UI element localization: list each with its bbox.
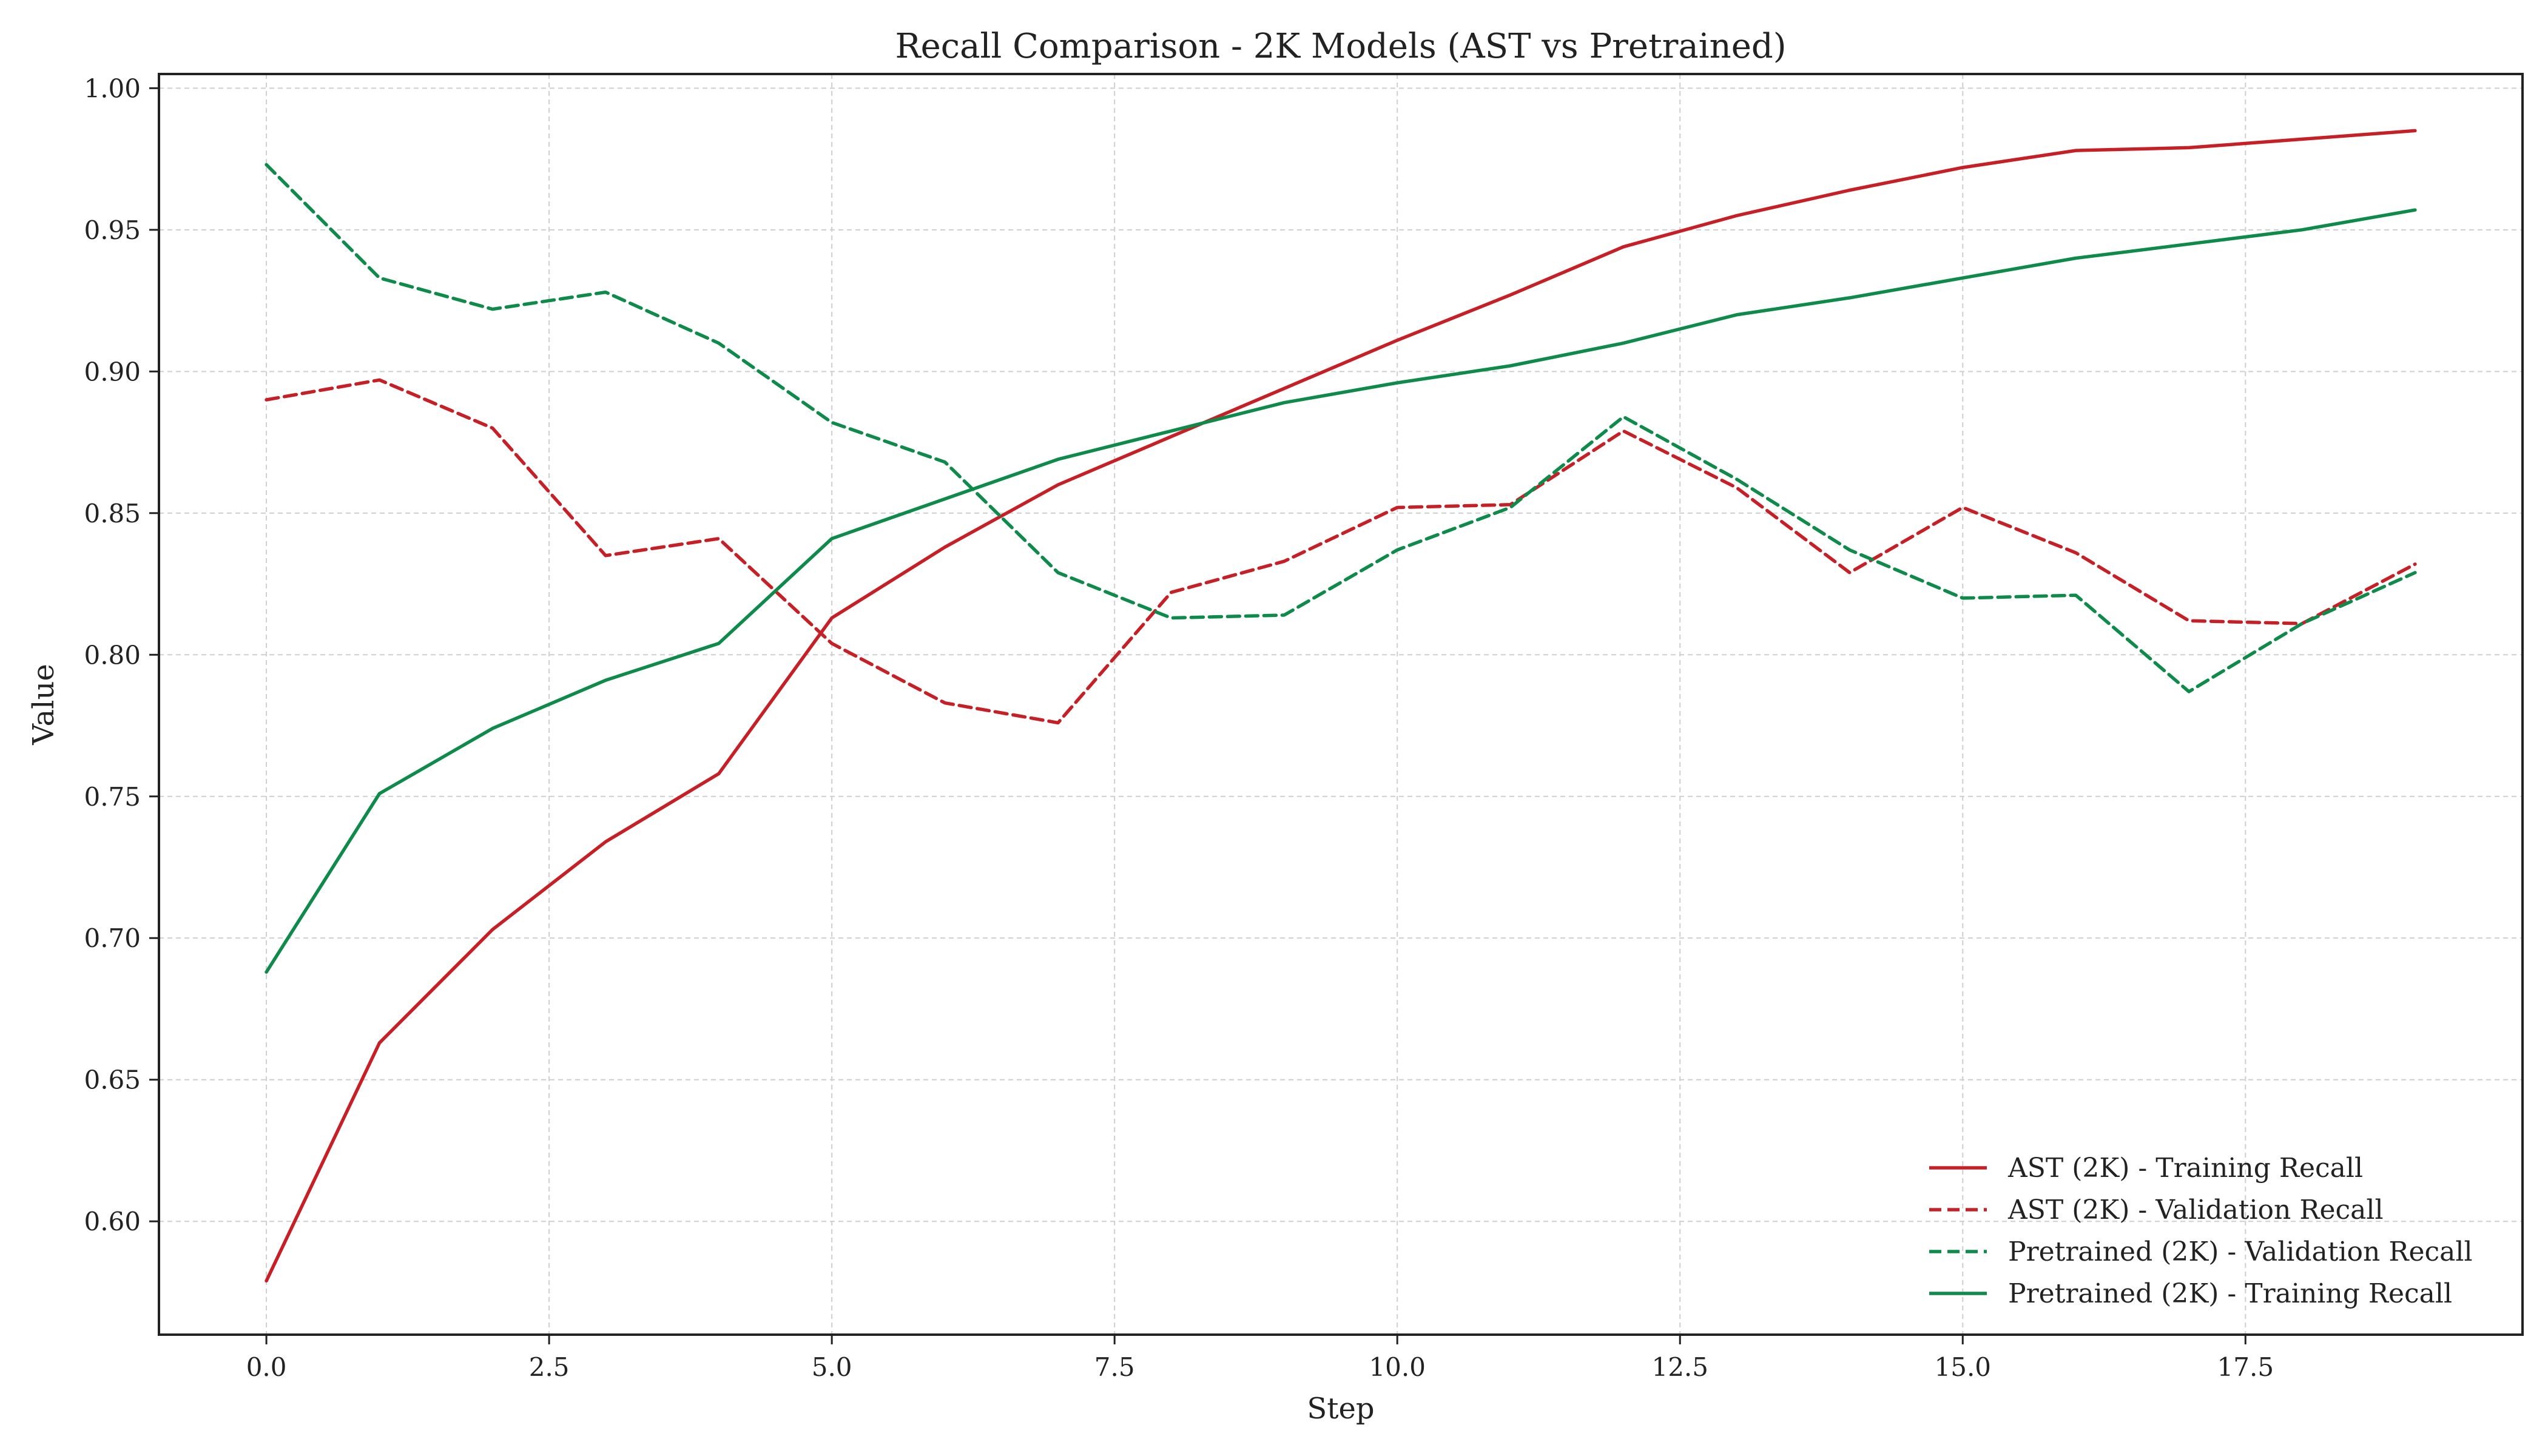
y-tick-label: 1.00 — [84, 73, 141, 103]
x-tick-label: 17.5 — [2217, 1352, 2274, 1382]
series-layer — [265, 129, 2417, 1283]
y-tick-label: 0.65 — [84, 1065, 141, 1095]
x-axis-label: Step — [1307, 1392, 1374, 1426]
y-tick-label: 0.75 — [84, 782, 141, 812]
grid-layer — [159, 74, 2523, 1335]
tick-layer: 0.0 2.5 5.0 7.5 10.0 12.5 15.0 17.5 0.60 0.65 0.70… — [84, 73, 2274, 1382]
plot-frame — [158, 73, 2524, 1336]
x-tick-label: 7.5 — [1094, 1352, 1135, 1382]
y-tick-label: 0.85 — [84, 499, 141, 528]
x-tick-label: 0.0 — [246, 1352, 287, 1382]
legend-label: Pretrained (2K) - Validation Recall — [2008, 1236, 2473, 1267]
chart-title: Recall Comparison - 2K Models (AST vs Pr… — [895, 27, 1786, 66]
legend: AST (2K) - Training Recall AST (2K) - Val… — [1929, 1153, 2473, 1309]
x-tick-label: 5.0 — [812, 1352, 852, 1382]
x-tick-label: 10.0 — [1369, 1352, 1426, 1382]
y-tick-label: 0.60 — [84, 1207, 141, 1236]
x-tick-label: 15.0 — [1935, 1352, 1992, 1382]
legend-label: AST (2K) - Validation Recall — [2007, 1195, 2384, 1225]
series-line — [265, 208, 2417, 974]
series-line — [265, 129, 2417, 1283]
legend-label: AST (2K) - Training Recall — [2007, 1153, 2363, 1184]
x-tick-label: 2.5 — [529, 1352, 570, 1382]
series-line — [265, 378, 2417, 725]
y-axis-label: Value — [27, 664, 61, 746]
y-tick-label: 0.95 — [84, 215, 141, 245]
series-line — [265, 163, 2417, 693]
x-tick-label: 12.5 — [1651, 1352, 1708, 1382]
legend-label: Pretrained (2K) - Training Recall — [2008, 1278, 2452, 1309]
y-tick-label: 0.80 — [84, 640, 141, 670]
y-tick-label: 0.90 — [84, 357, 141, 386]
y-tick-label: 0.70 — [84, 923, 141, 953]
